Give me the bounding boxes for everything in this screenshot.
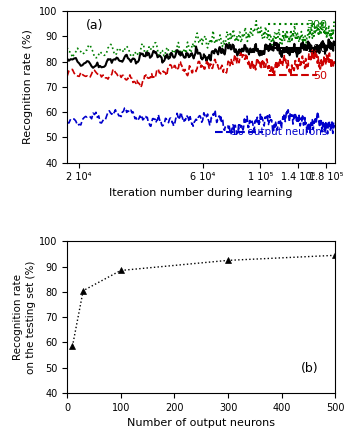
Y-axis label: Recognition rate
on the testing set (%): Recognition rate on the testing set (%) bbox=[13, 261, 36, 374]
X-axis label: Iteration number during learning: Iteration number during learning bbox=[109, 188, 293, 198]
Text: (a): (a) bbox=[86, 19, 103, 32]
Text: (b): (b) bbox=[301, 362, 318, 375]
Text: 50: 50 bbox=[313, 71, 327, 81]
Y-axis label: Recognition rate (%): Recognition rate (%) bbox=[23, 29, 33, 144]
X-axis label: Number of output neurons: Number of output neurons bbox=[127, 418, 275, 428]
Text: 100: 100 bbox=[307, 44, 327, 54]
Text: 300: 300 bbox=[307, 20, 327, 30]
Text: 10 output neurons: 10 output neurons bbox=[231, 127, 327, 137]
